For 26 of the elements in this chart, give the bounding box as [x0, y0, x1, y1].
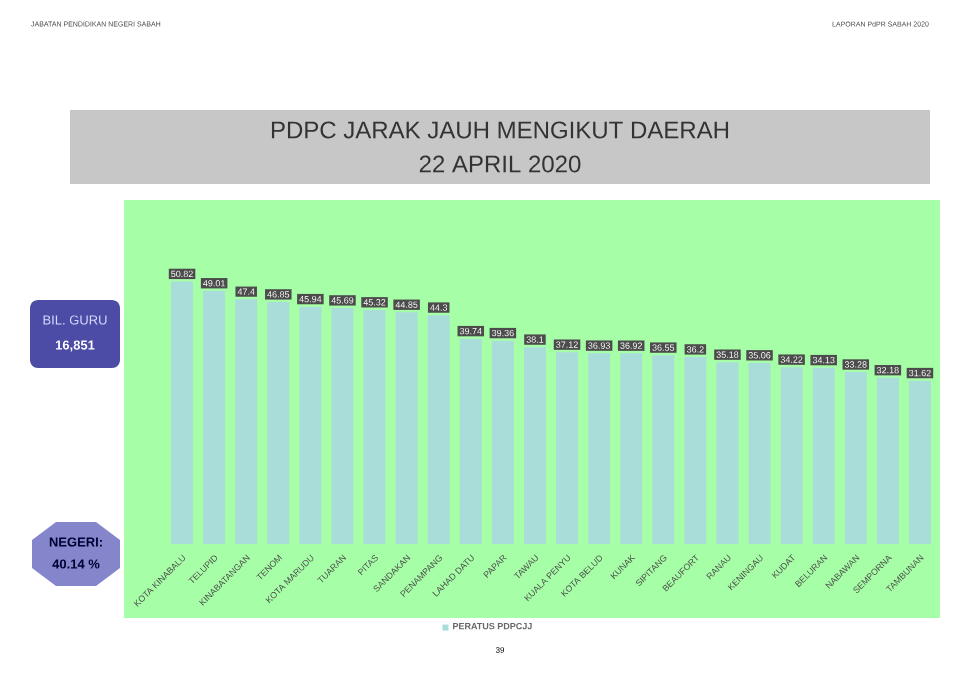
chart-title: PDPC JARAK JAUH MENGIKUT DAERAH [271, 121, 729, 139]
bar [267, 301, 290, 544]
bar [716, 362, 739, 544]
bar [748, 362, 771, 544]
bar [523, 347, 546, 544]
bar [652, 355, 675, 544]
bar [588, 353, 611, 544]
bar [203, 290, 226, 544]
bar [844, 372, 867, 544]
bar [171, 281, 194, 544]
bar [812, 367, 835, 544]
bar [491, 340, 514, 544]
bar [780, 367, 803, 544]
bar [299, 306, 322, 544]
bar [363, 309, 386, 544]
bar [556, 352, 579, 544]
bar [235, 299, 258, 544]
bar [427, 315, 450, 544]
bar [876, 377, 899, 544]
bar [908, 380, 931, 544]
bar [395, 312, 418, 544]
bar [620, 353, 643, 544]
bar [331, 307, 354, 544]
chart-subtitle: 22 APRIL 2020 [419, 155, 581, 173]
bar [684, 356, 707, 544]
bar [459, 338, 482, 544]
